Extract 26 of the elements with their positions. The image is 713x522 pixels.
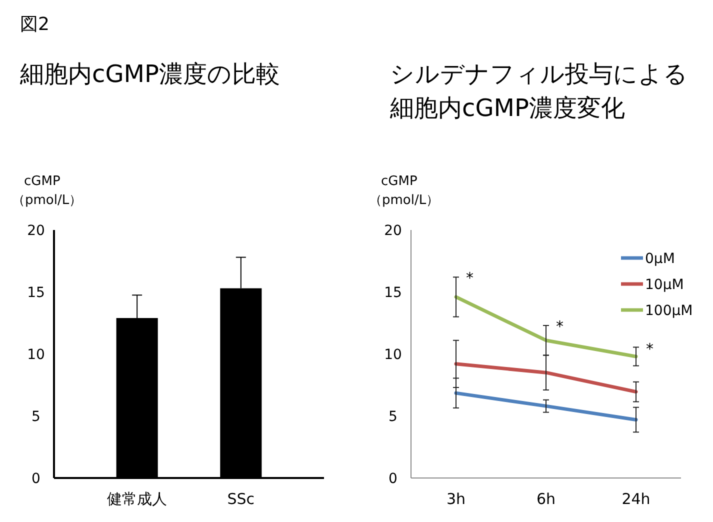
x-tick-label: SSc (227, 490, 255, 508)
y-tick-label: 10 (27, 346, 45, 363)
caption: 図2 (20, 14, 50, 35)
annotation: * (646, 340, 654, 358)
x-tick-label: 6h (536, 490, 556, 508)
x-tick-label: 健常成人 (107, 490, 168, 508)
y-tick-label: 0 (388, 470, 398, 487)
y-tick-label: 0 (32, 470, 40, 487)
y-axis-title: cGMP （pmol/L） (12, 174, 82, 208)
legend-label: 100μM (645, 302, 693, 319)
y-tick-label: 5 (32, 408, 40, 425)
y-tick-label: 20 (27, 222, 45, 239)
y-tick-label: 15 (27, 284, 45, 301)
y-axis-title: cGMP （pmol/L） (369, 174, 440, 208)
annotation: * (466, 269, 474, 288)
y-tick-label: 15 (384, 284, 402, 301)
legend-label: 10μM (645, 276, 684, 293)
y-tick-label: 5 (388, 408, 398, 425)
annotation: * (556, 317, 564, 336)
x-tick-label: 24h (622, 490, 650, 508)
chart-title: 細胞内cGMP濃度の比較 (19, 60, 280, 88)
chart-title: シルデナフィル投与による細胞内cGMP濃度変化 (389, 60, 688, 122)
y-tick-label: 10 (384, 346, 402, 363)
x-tick-label: 3h (446, 490, 466, 508)
y-tick-label: 20 (384, 222, 402, 239)
legend-label: 0μM (645, 250, 675, 267)
